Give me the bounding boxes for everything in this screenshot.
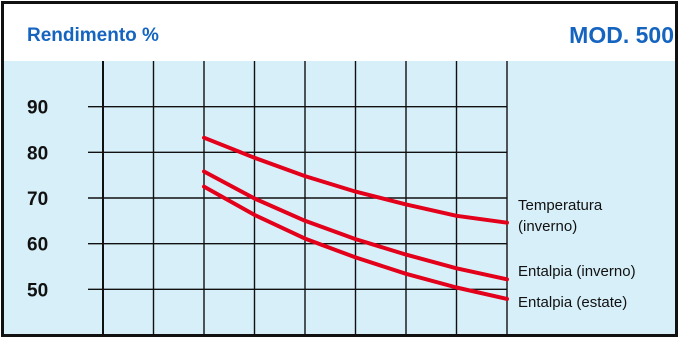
y-tick-label: 70 — [27, 189, 48, 210]
y-tick-label: 50 — [27, 280, 48, 301]
chart-title: Rendimento % — [27, 25, 159, 46]
series-label-layer: Temperatura (inverno) Entalpia (inverno) En… — [518, 197, 636, 311]
y-tick-label: 90 — [27, 98, 48, 119]
series-line-temperatura-inverno — [202, 135, 509, 225]
series-label-entalpia-inverno: Entalpia (inverno) — [518, 263, 636, 280]
series-label-temperatura-inverno: Temperatura — [518, 197, 603, 214]
header-background — [4, 4, 675, 61]
model-label: MOD. 500 — [569, 22, 674, 48]
series-line-entalpia-inverno — [202, 169, 509, 282]
y-tick-label: 60 — [27, 235, 48, 256]
series-line-entalpia-estate — [202, 184, 509, 301]
grid-layer — [88, 61, 508, 335]
series-label-entalpia-estate: Entalpia (estate) — [518, 294, 627, 311]
y-axis-ticks: 90 80 70 60 50 — [27, 98, 48, 302]
y-tick-label: 80 — [27, 143, 48, 164]
series-label-temperatura-inverno: (inverno) — [518, 218, 577, 235]
series-layer — [202, 135, 509, 301]
